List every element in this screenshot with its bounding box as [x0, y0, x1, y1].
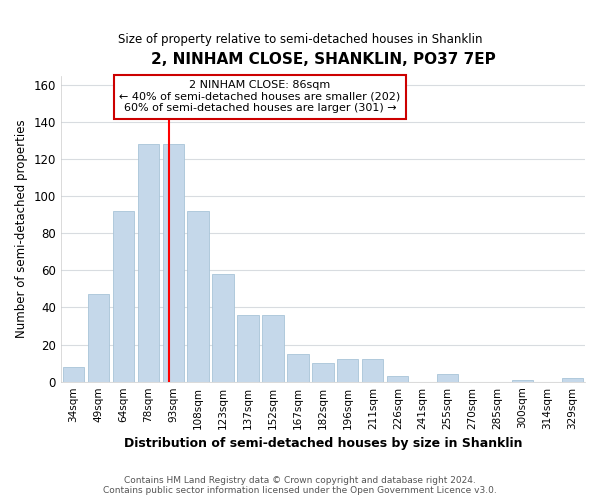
- Bar: [362, 360, 383, 382]
- Bar: [163, 144, 184, 382]
- Bar: [512, 380, 533, 382]
- Bar: [212, 274, 233, 382]
- Bar: [312, 363, 334, 382]
- Bar: [88, 294, 109, 382]
- X-axis label: Distribution of semi-detached houses by size in Shanklin: Distribution of semi-detached houses by …: [124, 437, 522, 450]
- Bar: [62, 367, 84, 382]
- Bar: [387, 376, 409, 382]
- Bar: [437, 374, 458, 382]
- Bar: [187, 211, 209, 382]
- Bar: [238, 315, 259, 382]
- Bar: [562, 378, 583, 382]
- Title: 2, NINHAM CLOSE, SHANKLIN, PO37 7EP: 2, NINHAM CLOSE, SHANKLIN, PO37 7EP: [151, 52, 495, 68]
- Bar: [137, 144, 159, 382]
- Bar: [262, 315, 284, 382]
- Text: Size of property relative to semi-detached houses in Shanklin: Size of property relative to semi-detach…: [118, 32, 482, 46]
- Bar: [113, 211, 134, 382]
- Text: 2 NINHAM CLOSE: 86sqm
← 40% of semi-detached houses are smaller (202)
60% of sem: 2 NINHAM CLOSE: 86sqm ← 40% of semi-deta…: [119, 80, 401, 114]
- Bar: [337, 360, 358, 382]
- Bar: [287, 354, 308, 382]
- Y-axis label: Number of semi-detached properties: Number of semi-detached properties: [15, 120, 28, 338]
- Text: Contains HM Land Registry data © Crown copyright and database right 2024.
Contai: Contains HM Land Registry data © Crown c…: [103, 476, 497, 495]
